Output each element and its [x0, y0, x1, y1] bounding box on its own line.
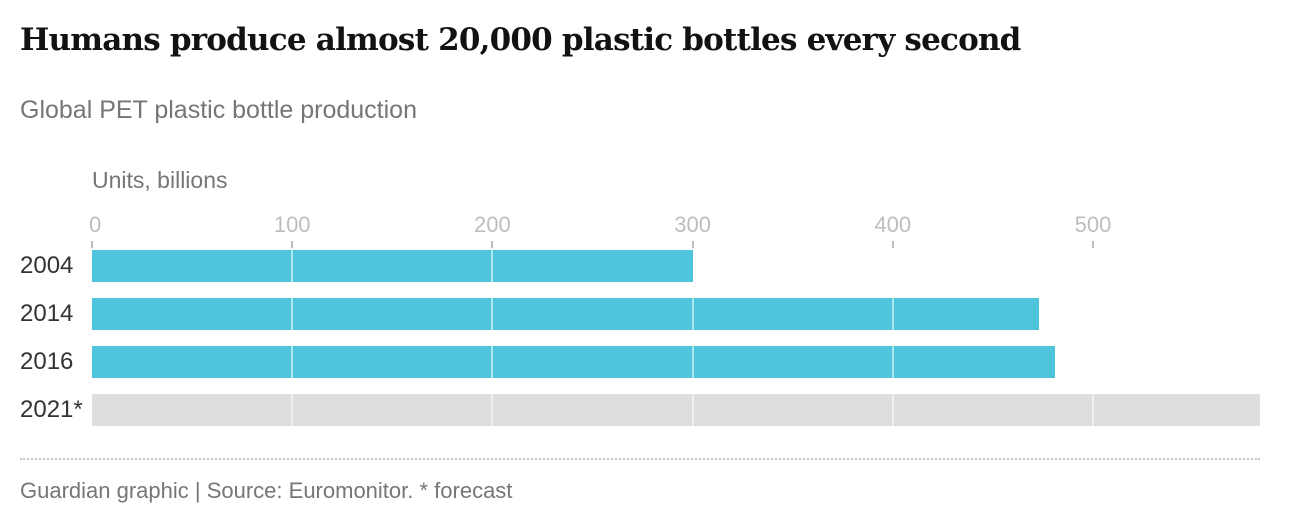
x-tick-label: 200 [474, 212, 511, 237]
source-note: Guardian graphic | Source: Euromonitor. … [20, 478, 513, 503]
gridline [291, 346, 294, 378]
x-tick-mark [291, 241, 294, 248]
x-tick-label: 0 [89, 212, 102, 237]
gridline [291, 298, 294, 330]
data-bar [92, 250, 693, 282]
x-tick-mark [91, 241, 93, 248]
x-tick-label: 300 [674, 212, 711, 237]
x-tick-mark [491, 241, 494, 248]
forecast-bar [92, 394, 1260, 426]
gridline [491, 346, 494, 378]
gridline [291, 394, 294, 426]
x-tick-mark [691, 241, 694, 248]
gridline [491, 250, 494, 282]
gridline [1092, 394, 1094, 426]
x-tick-mark [1092, 241, 1094, 248]
gridline [691, 394, 694, 426]
chart-title: Humans produce almost 20,000 plastic bot… [20, 22, 1021, 58]
gridline [891, 346, 894, 378]
bar-chart: 0 100 200 300 400 500 2004 2014 2016 2021* [20, 212, 1260, 426]
x-tick-label: 100 [273, 212, 311, 237]
x-tick-label: 500 [1074, 212, 1112, 237]
gridline [291, 250, 294, 282]
data-bar [92, 346, 1055, 378]
gridline [691, 346, 694, 378]
gridline [691, 298, 694, 330]
gridline [491, 394, 494, 426]
category-label: 2014 [20, 300, 74, 327]
footer-divider [20, 458, 1260, 460]
gridline [891, 394, 894, 426]
gridline [491, 298, 494, 330]
gridline [891, 298, 894, 330]
data-bar [92, 298, 1039, 330]
chart-subtitle: Global PET plastic bottle production [20, 96, 417, 124]
category-label: 2021* [20, 396, 83, 423]
category-label: 2016 [20, 348, 74, 375]
axis-unit-label: Units, billions [92, 167, 228, 193]
category-label: 2004 [20, 252, 74, 279]
x-tick-mark [891, 241, 894, 248]
x-tick-label: 400 [874, 212, 912, 237]
